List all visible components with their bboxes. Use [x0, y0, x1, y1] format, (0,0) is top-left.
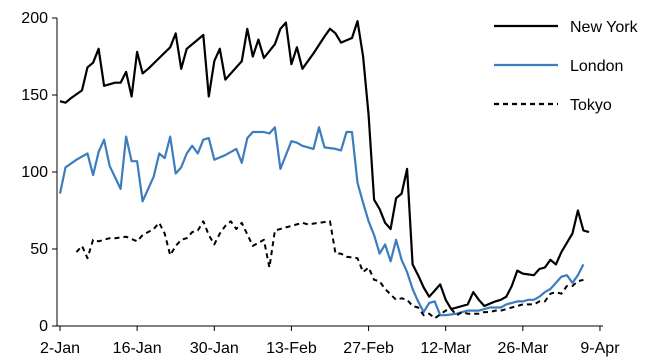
series-line-london: [58, 126, 585, 317]
y-tick-label: 0: [39, 318, 48, 335]
y-axis-ticks: 0 50 100 150 200: [21, 10, 57, 335]
legend-label: Tokyo: [570, 97, 612, 114]
legend-label: London: [570, 58, 623, 75]
x-tick-label: 26-Mar: [497, 340, 548, 357]
legend: New York London Tokyo: [494, 19, 639, 114]
y-tick-label: 200: [21, 10, 48, 27]
x-axis-ticks: 2-Jan 16-Jan 30-Jan 13-Feb 27-Feb 12-Mar 26-Ma…: [40, 326, 620, 357]
axes: 0 50 100 150 200 2-Jan 16-Jan 30-Jan 13-Feb 27-F…: [21, 10, 620, 357]
series-line-new-york: [59, 20, 590, 311]
x-tick-label: 13-Feb: [266, 340, 317, 357]
legend-label: New York: [570, 19, 639, 36]
series-line-tokyo: [75, 220, 584, 320]
x-tick-label: 27-Feb: [343, 340, 394, 357]
series-layer: [58, 20, 590, 320]
x-tick-label: 12-Mar: [420, 340, 471, 357]
x-tick-label: 9-Apr: [580, 340, 620, 357]
y-tick-label: 100: [21, 164, 48, 181]
y-tick-label: 150: [21, 87, 48, 104]
x-tick-label: 30-Jan: [190, 340, 239, 357]
x-tick-label: 16-Jan: [113, 340, 162, 357]
y-tick-label: 50: [30, 241, 48, 258]
x-tick-label: 2-Jan: [40, 340, 80, 357]
